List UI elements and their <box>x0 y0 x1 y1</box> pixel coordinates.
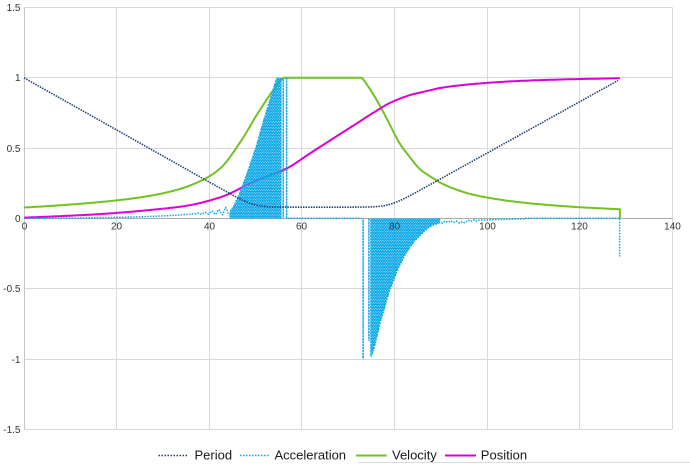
svg-text:Period: Period <box>195 448 233 463</box>
svg-text:Velocity: Velocity <box>392 448 437 463</box>
svg-text:100: 100 <box>479 222 496 233</box>
svg-text:1.5: 1.5 <box>7 3 21 14</box>
svg-text:20: 20 <box>111 222 123 233</box>
svg-text:0.5: 0.5 <box>7 144 21 155</box>
svg-text:120: 120 <box>571 222 588 233</box>
svg-text:1: 1 <box>15 73 21 84</box>
svg-text:140: 140 <box>664 222 681 233</box>
svg-text:0: 0 <box>22 222 28 233</box>
svg-text:40: 40 <box>204 222 216 233</box>
svg-text:Position: Position <box>481 448 527 463</box>
svg-text:0: 0 <box>15 214 21 225</box>
svg-text:-1: -1 <box>12 355 21 366</box>
svg-text:Acceleration: Acceleration <box>275 448 347 463</box>
svg-text:-1.5: -1.5 <box>3 425 21 436</box>
svg-text:80: 80 <box>389 222 401 233</box>
svg-text:-0.5: -0.5 <box>3 284 21 295</box>
svg-text:60: 60 <box>296 222 308 233</box>
